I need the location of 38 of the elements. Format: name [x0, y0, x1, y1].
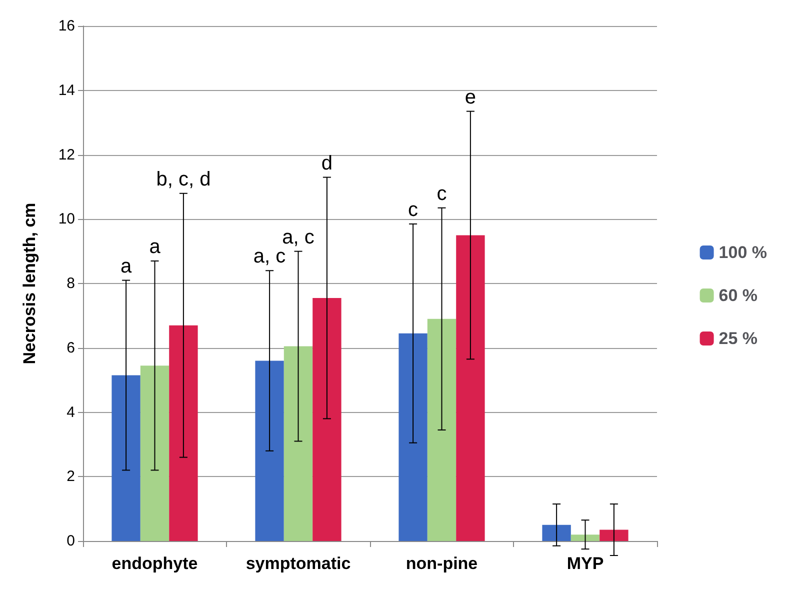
legend-label: 25 %: [718, 329, 758, 348]
annotation: c: [436, 182, 447, 205]
bar: [255, 360, 284, 541]
annotation: a: [149, 236, 162, 258]
annotation: a: [120, 255, 132, 278]
x-tick-label: non-pine: [406, 554, 478, 573]
y-axis-title: Necrosis length, cm: [20, 202, 39, 364]
x-tick-label: MYP: [566, 554, 604, 573]
x-tick-label: endophyte: [112, 554, 198, 573]
y-tick-label: 10: [58, 210, 75, 228]
y-tick-label: 4: [66, 404, 75, 421]
annotation: b, c, d: [156, 168, 211, 190]
bar: [112, 375, 140, 541]
bar: [427, 318, 456, 541]
annotation: a, c: [282, 226, 314, 248]
annotation: d: [321, 152, 333, 174]
bar: [542, 524, 571, 541]
bar: [312, 298, 342, 541]
bar: [169, 325, 198, 541]
bar: [284, 346, 313, 541]
y-tick-label: 0: [66, 532, 75, 550]
bar: [570, 534, 600, 541]
y-tick-label: 2: [66, 468, 75, 486]
legend-label: 60 %: [718, 286, 758, 305]
y-tick-label: 14: [58, 82, 75, 99]
annotation: e: [464, 86, 476, 108]
bar: [456, 235, 485, 541]
bar: [600, 530, 628, 541]
x-tick-label: symptomatic: [246, 554, 351, 573]
y-tick-label: 8: [66, 275, 75, 292]
bar: [140, 366, 170, 541]
bar: [398, 333, 428, 541]
legend-label: 100 %: [718, 243, 767, 262]
y-tick-label: 16: [58, 18, 75, 34]
annotation: c: [408, 198, 418, 221]
annotation: a, c: [253, 246, 286, 268]
y-tick-label: 6: [66, 339, 75, 356]
y-tick-label: 12: [58, 146, 75, 164]
